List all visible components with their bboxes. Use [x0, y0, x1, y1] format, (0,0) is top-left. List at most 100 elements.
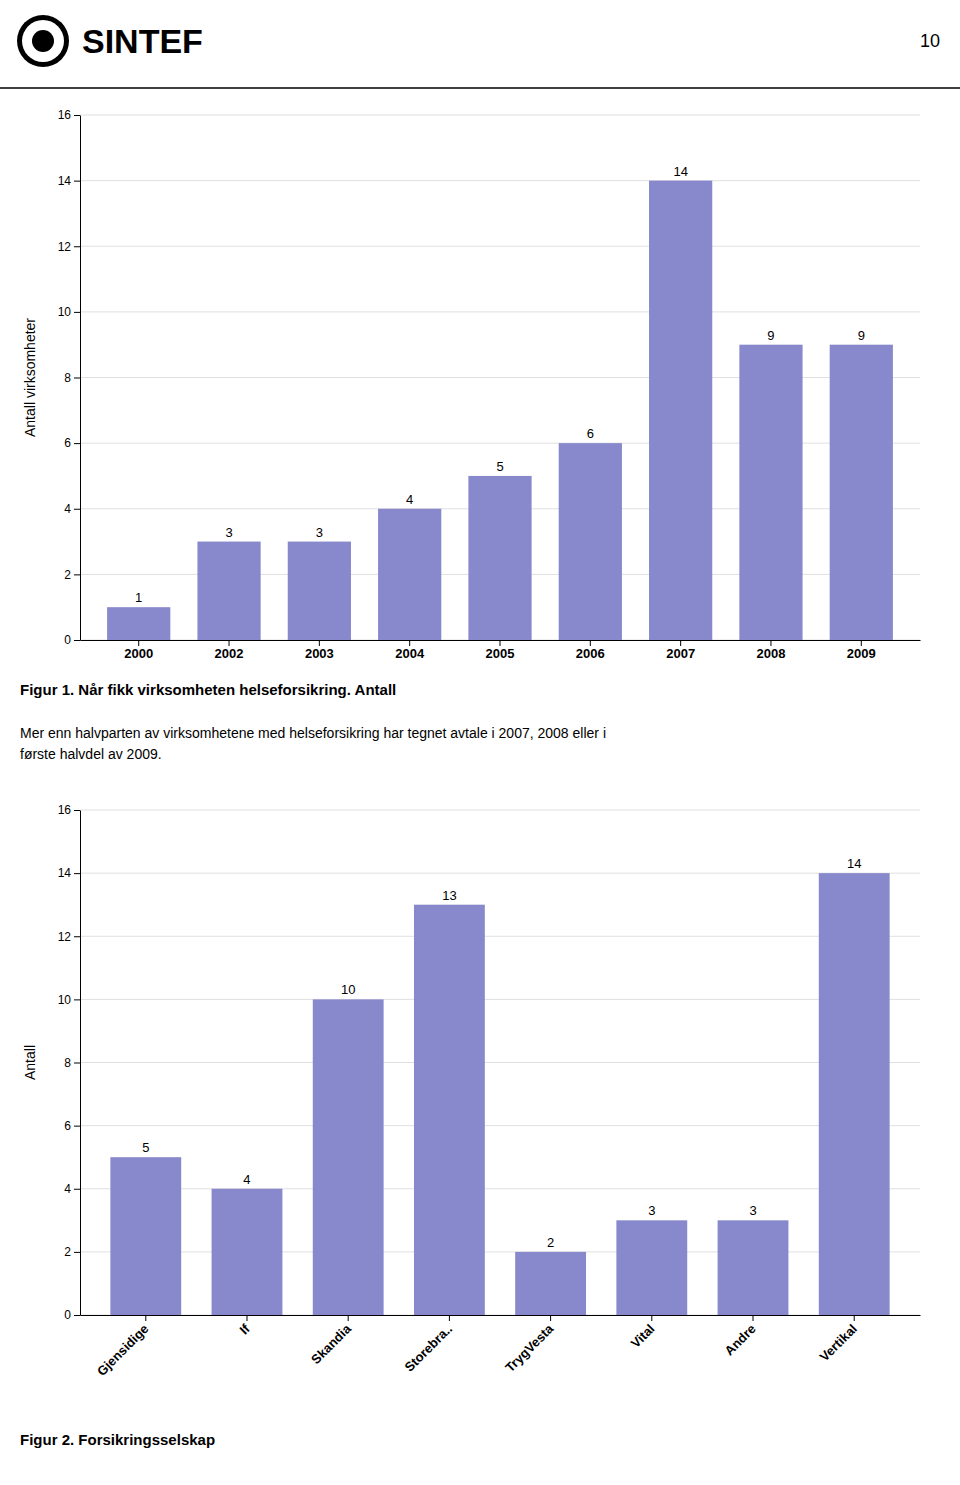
data-labels: 1334561499: [135, 164, 865, 606]
x-tick: Andre: [722, 1315, 759, 1358]
bar: [414, 905, 485, 1315]
y-tick-label: 8: [64, 1056, 71, 1070]
tick-mark: [651, 1315, 652, 1321]
data-label: 10: [341, 982, 355, 997]
x-tick-label: Vertikal: [817, 1321, 860, 1364]
bar: [819, 873, 890, 1315]
tick-mark: [550, 1315, 551, 1321]
data-label: 4: [243, 1172, 250, 1187]
grid-line: [80, 311, 920, 312]
data-label: 9: [858, 328, 865, 343]
tick-mark: [74, 1126, 80, 1127]
data-label: 3: [225, 525, 232, 540]
grid-line: [80, 873, 920, 874]
bar: [559, 443, 622, 640]
x-tick-label: 2004: [395, 646, 425, 661]
tick-mark: [500, 640, 501, 646]
tick-mark: [74, 936, 80, 937]
tick-mark: [319, 640, 320, 646]
grid-line: [80, 810, 920, 811]
data-label: 5: [142, 1140, 149, 1155]
x-tick-label: 2007: [666, 646, 695, 661]
y-tick-label: 8: [64, 371, 71, 385]
page: SINTEF1020002002200320042005200620072008…: [0, 0, 960, 1485]
x-tick: 2006: [576, 640, 605, 661]
tick-mark: [409, 640, 410, 646]
bar: [718, 1220, 789, 1315]
bar: [830, 345, 893, 640]
data-label: 3: [749, 1203, 756, 1218]
chart-title: Figur 1. Når fikk virksomheten helsefors…: [20, 681, 396, 698]
grid-line: [80, 1251, 920, 1252]
data-labels: 54101323314: [142, 856, 861, 1250]
grid-line: [80, 1315, 920, 1316]
x-tick: 2002: [215, 640, 244, 661]
bar: [739, 345, 802, 640]
y-tick-label: 16: [58, 803, 72, 817]
grid-line: [80, 1125, 920, 1126]
x-tick-label: Vital: [628, 1321, 658, 1351]
grid-line: [80, 1062, 920, 1063]
chart-title: Figur 2. Forsikringsselskap: [20, 1431, 215, 1448]
grid: [80, 810, 920, 1315]
x-tick: 2009: [847, 640, 876, 661]
y-axis: 0246810121416: [58, 108, 81, 647]
y-tick: 0: [64, 1308, 80, 1322]
tick-mark: [74, 574, 80, 575]
tick-mark: [138, 640, 139, 646]
y-tick-label: 12: [58, 930, 72, 944]
tick-mark: [74, 509, 80, 510]
y-tick-label: 14: [58, 866, 72, 880]
tick-mark: [74, 873, 80, 874]
bar: [110, 1157, 181, 1315]
y-tick-label: 2: [64, 1245, 71, 1259]
y-tick: 0: [64, 633, 80, 647]
x-tick: Vital: [628, 1315, 658, 1351]
y-tick: 16: [58, 108, 80, 122]
grid-line: [80, 115, 920, 116]
y-tick: 12: [58, 930, 80, 944]
tick-mark: [246, 1315, 247, 1321]
tick-mark: [74, 1063, 80, 1064]
logo-outer: [17, 15, 69, 67]
bars: [110, 873, 889, 1315]
data-label: 5: [496, 459, 503, 474]
x-axis: 200020022003200420052006200720082009: [81, 640, 921, 661]
body-text: Mer enn halvparten av virksomhetene med …: [20, 725, 606, 762]
tick-mark: [74, 378, 80, 379]
chart: GjensidigeIfSkandiaStorebra..TrygVestaVi…: [20, 803, 921, 1448]
x-tick: 2004: [395, 640, 425, 661]
header: SINTEF10: [0, 15, 960, 88]
data-label: 9: [767, 328, 774, 343]
y-tick: 14: [58, 174, 80, 188]
y-axis: 0246810121416: [58, 803, 81, 1322]
tick-mark: [74, 443, 80, 444]
logo-inner: [32, 30, 54, 52]
tick-mark: [449, 1315, 450, 1321]
data-label: 3: [316, 525, 323, 540]
y-tick-label: 14: [58, 174, 72, 188]
y-tick: 14: [58, 866, 80, 880]
header-logo-text: SINTEF: [82, 22, 203, 60]
grid-line: [80, 180, 920, 181]
tick-mark: [590, 640, 591, 646]
x-tick-label: 2005: [486, 646, 515, 661]
x-tick: TrygVesta: [502, 1315, 557, 1375]
y-tick: 8: [64, 371, 80, 385]
x-tick-label: 2006: [576, 646, 605, 661]
bar: [468, 476, 531, 640]
x-tick-label: 2003: [305, 646, 334, 661]
bar: [313, 999, 384, 1315]
bar: [197, 542, 260, 640]
tick-mark: [74, 810, 80, 811]
x-tick-label: 2009: [847, 646, 876, 661]
x-tick: Skandia: [308, 1315, 354, 1367]
x-tick: 2005: [486, 640, 515, 661]
bar: [649, 181, 712, 640]
x-tick-label: Skandia: [308, 1321, 354, 1367]
y-tick-label: 4: [64, 502, 71, 516]
y-tick: 6: [64, 436, 80, 450]
x-tick-label: 2002: [215, 646, 244, 661]
x-tick: 2007: [666, 640, 695, 661]
tick-mark: [348, 1315, 349, 1321]
